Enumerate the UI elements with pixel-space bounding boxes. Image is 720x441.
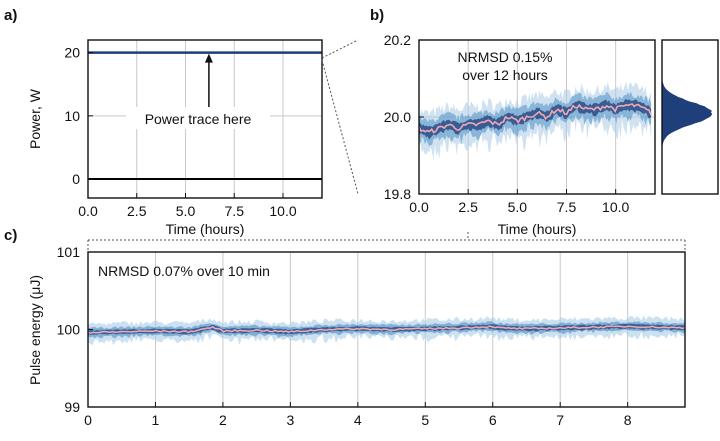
panel-c-xtick-label: 3 [286,412,294,428]
panel-b: b) 0.0 2.5 5.0 7.5 10.0 19.8 20.0 20.2 NRMSD 0.… [370,7,719,237]
panel-b-ytick-label: 20.2 [384,32,411,48]
zoom-connector-ab [321,39,359,195]
panel-a: a) 0.0 2.5 5.0 7.5 10.0 0 10 20 Time (hours) Po… [4,7,323,237]
panel-b-xtick-label: 10.0 [602,199,629,215]
panel-c-ytick-label: 99 [64,399,80,415]
panel-c-label: c) [4,227,17,244]
panel-b-xtick-label: 2.5 [458,199,478,215]
panel-b-histogram-frame [661,39,719,195]
panel-c-mean-line [87,325,686,334]
zoom-connector-bc [87,232,686,252]
panel-c: c) 0 1 2 3 4 5 6 7 8 99 100 101 NRMSD 0.07% over 10… [4,227,686,428]
panel-c-xtick-label: 5 [421,412,429,428]
panel-a-ylabel: Power, W [27,88,43,149]
panel-b-ytick-label: 20.0 [384,109,411,125]
panel-c-xtick-label: 7 [556,412,564,428]
panel-b-xtick-label: 5.0 [508,199,528,215]
panel-c-ytick-label: 101 [57,244,81,260]
panel-c-ylabel: Pulse energy (μJ) [27,275,43,385]
panel-c-ytick-label: 100 [57,322,81,338]
panel-a-annotation-bg [126,107,270,129]
panel-c-ticks: 0 1 2 3 4 5 6 7 8 99 100 101 [57,244,632,428]
panel-a-ytick-label: 20 [64,45,80,61]
panel-b-xtick-label: 7.5 [557,199,577,215]
panel-c-xtick-label: 1 [152,412,160,428]
panel-c-annotation: NRMSD 0.07% over 10 min [98,263,270,279]
panel-a-xtick-label: 10.0 [269,203,296,219]
panel-b-annotation-2: over 12 hours [462,67,548,83]
panel-b-mean-line [418,102,652,134]
panel-c-marks [87,315,686,346]
panel-a-xtick-label: 7.5 [225,203,245,219]
panel-a-xtick-label: 0.0 [78,203,98,219]
panel-b-histogram [662,40,713,194]
panel-c-xtick-label: 2 [219,412,227,428]
panel-b-ticks: 0.0 2.5 5.0 7.5 10.0 19.8 20.0 20.2 [384,32,630,215]
panel-b-marks [418,81,652,161]
panel-a-xtick-label: 5.0 [176,203,196,219]
panel-a-ticks: 0.0 2.5 5.0 7.5 10.0 0 10 20 [64,45,296,219]
panel-b-label: b) [370,7,384,24]
panel-a-ytick-label: 0 [72,171,80,187]
panel-b-xlabel: Time (hours) [498,221,577,237]
panel-a-frame [87,39,323,199]
panel-c-xtick-label: 4 [354,412,362,428]
panel-b-xtick-label: 0.0 [409,199,429,215]
panel-b-annotation-1: NRMSD 0.15% [458,49,553,65]
panel-a-ytick-label: 10 [64,108,80,124]
panel-c-xtick-label: 6 [489,412,497,428]
panel-b-ytick-label: 19.8 [384,186,411,202]
panel-a-arrowhead [204,53,213,63]
panel-a-xtick-label: 2.5 [127,203,147,219]
panel-c-xtick-label: 8 [624,412,632,428]
panel-c-xtick-label: 0 [84,412,92,428]
panel-a-marks [88,51,322,181]
panel-a-label: a) [4,7,17,24]
panel-a-annotation: Power trace here [145,111,252,127]
panel-a-xlabel: Time (hours) [166,221,245,237]
panel-b-histogram-bars [662,40,713,194]
